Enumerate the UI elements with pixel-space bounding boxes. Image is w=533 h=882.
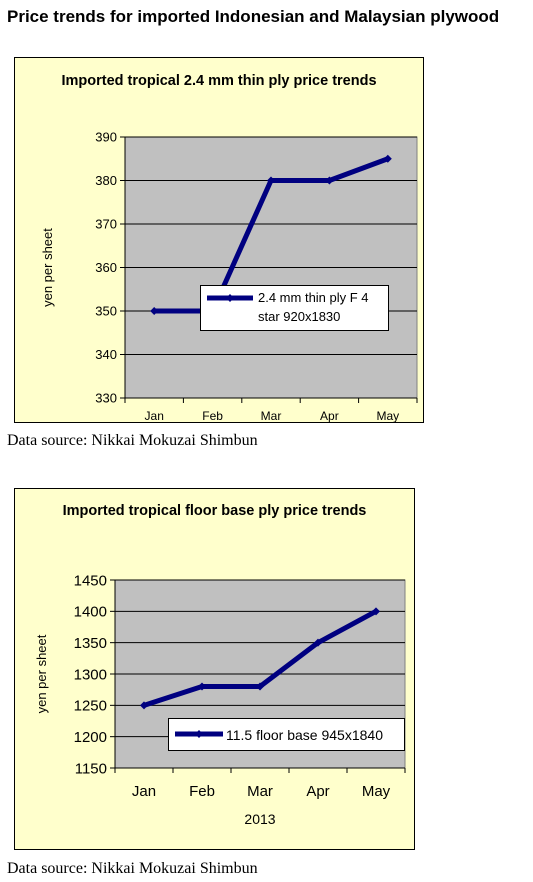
y-axis-label: yen per sheet (40, 228, 55, 307)
data-point (256, 682, 264, 691)
x-tick-label: Mar (247, 783, 273, 800)
y-tick-label: 1300 (74, 666, 107, 683)
y-axis-label: yen per sheet (34, 634, 49, 713)
chart-legend: 11.5 floor base 945x1840 (168, 718, 405, 751)
y-tick-label: 350 (95, 304, 117, 319)
x-tick-label: Apr (306, 783, 329, 800)
y-tick-label: 390 (95, 130, 117, 145)
y-tick-label: 1200 (74, 729, 107, 746)
y-tick-label: 1400 (74, 604, 107, 621)
x-tick-label: Feb (189, 783, 215, 800)
page-heading: Price trends for imported Indonesian and… (7, 7, 500, 26)
floor-base-ply-chart-panel: Imported tropical floor base ply price t… (14, 488, 415, 850)
y-tick-label: 360 (95, 260, 117, 275)
data-point (140, 701, 148, 710)
y-tick-label: 1250 (74, 698, 107, 715)
y-tick-label: 380 (95, 173, 117, 188)
legend-series-label: 2.4 mm thin ply F 4 star 920x1830 (258, 290, 369, 324)
data-source-note: Data source: Nikkai Mokuzai Shimbun (7, 860, 258, 877)
chart-svg: 1150 1200 1250 1300 1350 1400 1450 Jan Feb Mar Apr… (34, 572, 406, 827)
data-point (198, 682, 206, 691)
x-tick-label: Feb (202, 409, 223, 423)
chart-title: Imported tropical floor base ply price t… (62, 503, 367, 519)
data-point (325, 176, 334, 185)
data-point (267, 176, 275, 185)
y-tick-label: 1350 (74, 635, 107, 652)
y-tick-label: 1450 (74, 572, 107, 589)
x-axis-label: 2013 (244, 811, 275, 827)
data-source-note: Data source: Nikkai Mokuzai Shimbun (7, 432, 258, 449)
y-tick-label: 340 (95, 347, 117, 362)
data-point (383, 154, 392, 163)
data-point (372, 607, 380, 616)
y-tick-label: 370 (95, 217, 117, 232)
x-tick-label: Mar (261, 409, 282, 423)
x-tick-label: May (376, 409, 399, 423)
data-point (150, 307, 159, 315)
x-tick-label: May (362, 783, 391, 800)
data-point (314, 638, 322, 647)
x-tick-label: Jan (145, 409, 164, 423)
y-tick-label: 330 (95, 391, 117, 406)
chart-title: Imported tropical 2.4 mm thin ply price … (61, 73, 377, 89)
x-tick-label: Jan (132, 783, 156, 800)
chart-legend: 2.4 mm thin ply F 4 star 920x1830 (200, 285, 389, 331)
y-tick-label: 1150 (75, 760, 107, 777)
thin-ply-chart-panel: Imported tropical 2.4 mm thin ply price … (14, 57, 424, 423)
legend-series-label: 11.5 floor base 945x1840 (226, 727, 383, 743)
x-tick-label: Apr (320, 409, 339, 423)
chart-svg: 330340350360370380390JanFebMarAprMay2013… (40, 130, 418, 423)
